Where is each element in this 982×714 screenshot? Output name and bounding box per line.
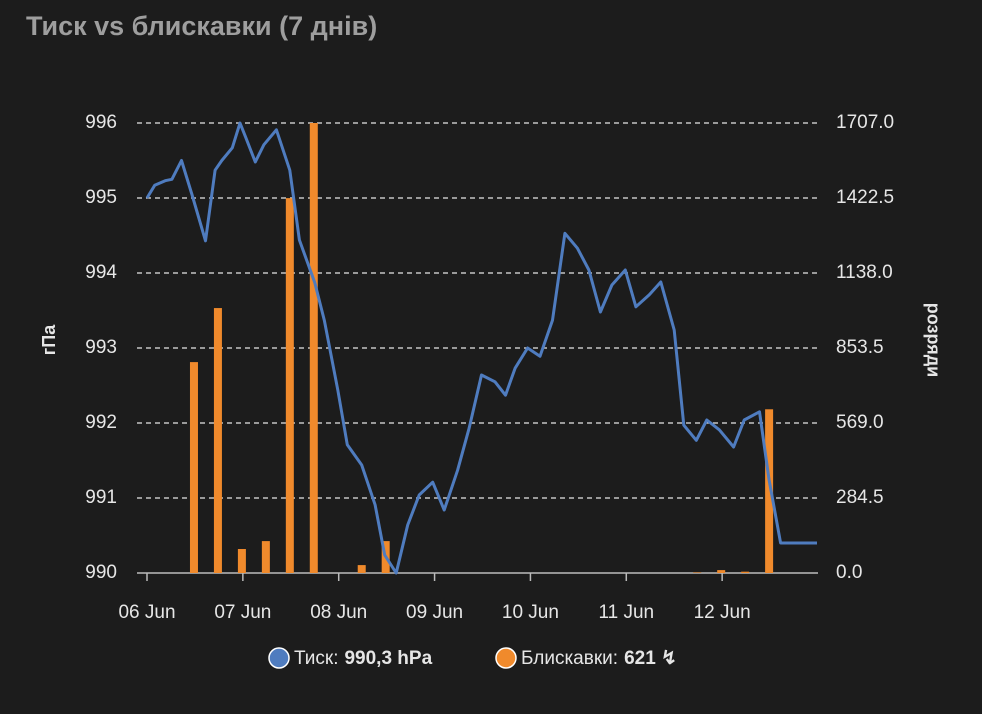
- legend-value: 621 ↯: [624, 648, 677, 669]
- y-tick-label: 992: [85, 412, 117, 433]
- bar: [237, 549, 246, 573]
- bar: [693, 572, 702, 573]
- y2-tick-label: 284.5: [836, 487, 884, 508]
- legend-name: Тиск:: [294, 648, 338, 669]
- y2-tick-label: 569.0: [836, 412, 884, 433]
- y-tick-label: 996: [85, 112, 117, 133]
- y-tick-label: 994: [85, 262, 117, 283]
- x-tick-label: 09 Jun: [406, 602, 463, 623]
- line: [145, 121, 817, 575]
- legend-value: 990,3 hPa: [344, 648, 432, 669]
- legend-swatch: [268, 647, 290, 669]
- y-tick-label: 991: [85, 487, 117, 508]
- bar: [717, 570, 726, 573]
- x-tick-label: 07 Jun: [214, 602, 271, 623]
- bar: [357, 565, 366, 573]
- x-tick-label: 11 Jun: [598, 602, 654, 623]
- bar: [765, 409, 774, 573]
- y-tick-label: 990: [85, 562, 117, 583]
- legend-entry: Блискавки: 621 ↯: [521, 648, 677, 669]
- y2-tick-label: 853.5: [836, 337, 884, 358]
- legend-swatch: [495, 647, 517, 669]
- x-tick-label: 06 Jun: [118, 602, 175, 623]
- legend-name: Блискавки:: [521, 648, 618, 669]
- bar: [741, 571, 750, 573]
- y2-axis-label: розряди: [923, 303, 943, 377]
- y-tick-label: 993: [85, 337, 117, 358]
- bar: [285, 198, 294, 573]
- x-tick-label: 10 Jun: [502, 602, 559, 623]
- chart-title: Тиск vs блискавки (7 днів): [26, 11, 377, 41]
- y2-tick-label: 1707.0: [836, 112, 894, 133]
- bar: [261, 541, 270, 573]
- bar: [309, 123, 318, 573]
- y2-tick-label: 0.0: [836, 562, 862, 583]
- bar: [213, 308, 222, 573]
- y-axis-label: гПа: [39, 324, 59, 355]
- legend-entry: Тиск: 990,3 hPa: [294, 648, 433, 669]
- x-tick-label: 12 Jun: [694, 602, 751, 623]
- y-tick-label: 995: [85, 187, 117, 208]
- x-tick-label: 08 Jun: [310, 602, 367, 623]
- y2-tick-label: 1138.0: [836, 262, 893, 283]
- bar: [189, 362, 198, 573]
- y2-tick-label: 1422.5: [836, 187, 894, 208]
